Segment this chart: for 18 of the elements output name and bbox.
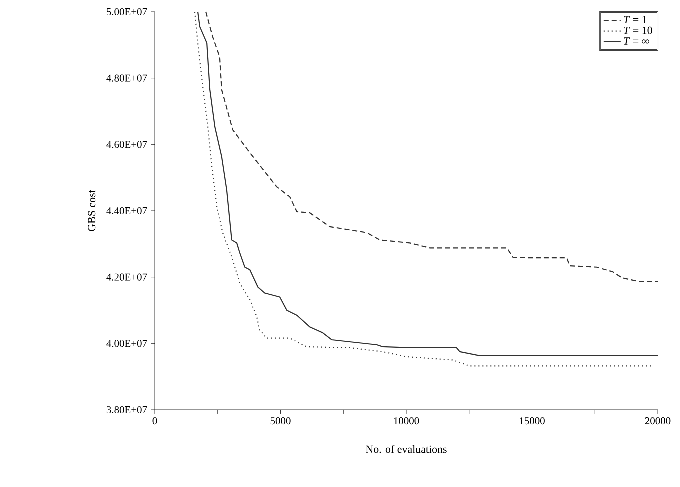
x-tick-label: 10000: [394, 418, 420, 425]
y-tick-label: 4.00E+07: [106, 340, 148, 348]
y-tick-label: 4.40E+07: [106, 207, 148, 215]
x-tick-label: 5000: [270, 418, 291, 425]
y-tick-label: 3.80E+07: [106, 406, 148, 414]
legend-label: T = ∞: [624, 38, 650, 45]
x-tick-label: 20000: [645, 418, 671, 425]
y-axis-title: GBS cost: [88, 190, 96, 232]
y-tick-label: 4.20E+07: [106, 274, 148, 281]
legend-label: T = 10: [624, 26, 652, 34]
x-tick-label: 15000: [520, 418, 545, 425]
line-series: [206, 11, 659, 283]
y-tick-label: 5.00E+07: [107, 8, 148, 16]
x-axis-title: No. of evaluations: [366, 445, 447, 454]
legend-label: T = 1: [624, 16, 647, 24]
y-tick-label: 4.60E+07: [106, 141, 148, 148]
y-tick-label: 4.80E+07: [106, 74, 148, 82]
x-tick-label: 0: [152, 418, 158, 425]
